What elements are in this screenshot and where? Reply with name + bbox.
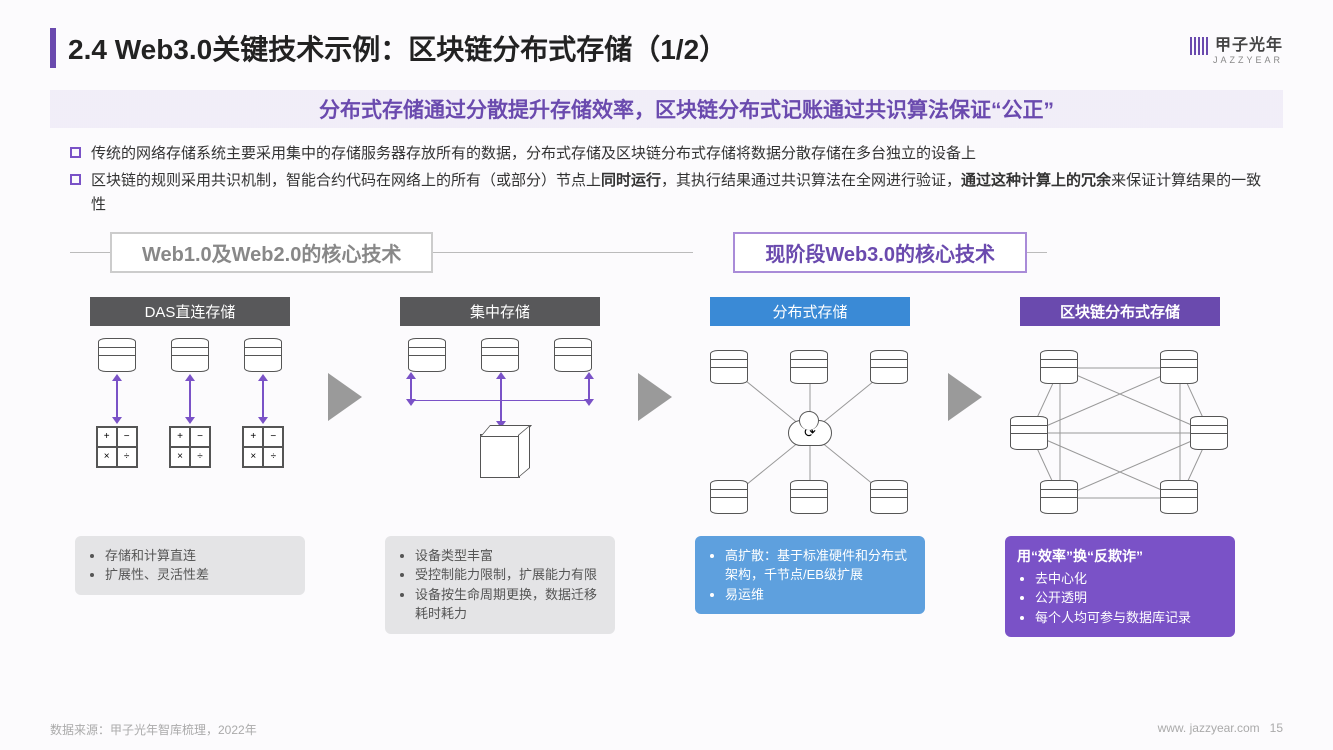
bullet-icon — [70, 147, 81, 158]
arrow-icon — [638, 373, 672, 421]
columns: DAS直连存储 +−×÷ +−×÷ +−×÷ 存储和计算直连 扩展性、灵活性差 — [60, 297, 1273, 638]
arrow-icon — [328, 373, 362, 421]
col-blockchain: 区块链分布式存储 — [990, 297, 1250, 638]
section-header-row: Web1.0及Web2.0的核心技术 现阶段Web3.0的核心技术 — [70, 232, 1263, 273]
footer-url: www. jazzyear.com — [1158, 721, 1260, 735]
diagram-das: +−×÷ +−×÷ +−×÷ — [60, 338, 320, 528]
section-right: 现阶段Web3.0的核心技术 — [733, 232, 1027, 273]
col-central: 集中存储 设备类型丰富 受控制能力限制，扩展能力有限 — [370, 297, 630, 634]
subtitle: 分布式存储通过分散提升存储效率，区块链分布式记账通过共识算法保证“公正” — [50, 90, 1283, 128]
col-head: 区块链分布式存储 — [1020, 297, 1220, 326]
desc-box: 设备类型丰富 受控制能力限制，扩展能力有限 设备按生命周期更换，数据迁移耗时耗力 — [385, 536, 615, 634]
source-text: 数据来源：甲子光年智库梳理，2022年 — [50, 721, 257, 738]
bullet-list: 传统的网络存储系统主要采用集中的存储服务器存放所有的数据，分布式存储及区块链分布… — [70, 142, 1263, 216]
brand-name: 甲子光年 — [1215, 37, 1283, 54]
page-number: 15 — [1270, 721, 1283, 735]
slide: 2.4 Web3.0关键技术示例：区块链分布式存储（1/2） 甲子光年 JAZZ… — [0, 0, 1333, 750]
slide-title: 2.4 Web3.0关键技术示例：区块链分布式存储（1/2） — [68, 28, 1189, 68]
diagram-blockchain — [990, 338, 1250, 528]
footer: 数据来源：甲子光年智库梳理，2022年 www. jazzyear.com 15 — [50, 721, 1283, 738]
diagram-central — [370, 338, 630, 528]
brand-logo: 甲子光年 JAZZYEAR — [1189, 31, 1283, 65]
col-distributed: 分布式存储 ⟳ 高扩散：基于标准硬件和分布式架构，千节点/EB级 — [680, 297, 940, 615]
diagram-distributed: ⟳ — [680, 338, 940, 528]
col-head: 分布式存储 — [710, 297, 910, 326]
section-left: Web1.0及Web2.0的核心技术 — [110, 232, 433, 273]
arrow-icon — [948, 373, 982, 421]
bullet-icon — [70, 174, 81, 185]
bullet-1: 传统的网络存储系统主要采用集中的存储服务器存放所有的数据，分布式存储及区块链分布… — [70, 142, 1263, 165]
brand-sub: JAZZYEAR — [1189, 55, 1283, 65]
col-das: DAS直连存储 +−×÷ +−×÷ +−×÷ 存储和计算直连 扩展性、灵活性差 — [60, 297, 320, 595]
desc-box: 高扩散：基于标准硬件和分布式架构，千节点/EB级扩展 易运维 — [695, 536, 925, 615]
desc-box: 用“效率”换“反欺诈” 去中心化 公开透明 每个人均可参与数据库记录 — [1005, 536, 1235, 638]
title-row: 2.4 Web3.0关键技术示例：区块链分布式存储（1/2） 甲子光年 JAZZ… — [50, 28, 1283, 68]
desc-box: 存储和计算直连 扩展性、灵活性差 — [75, 536, 305, 595]
bullet-2: 区块链的规则采用共识机制，智能合约代码在网络上的所有（或部分）节点上同时运行，其… — [70, 169, 1263, 216]
col-head: DAS直连存储 — [90, 297, 290, 326]
col-head: 集中存储 — [400, 297, 600, 326]
